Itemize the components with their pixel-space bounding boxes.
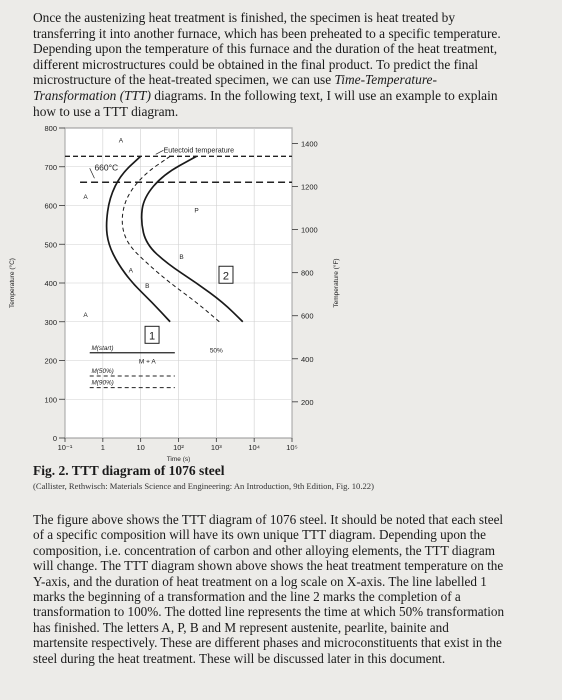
x-tick-label: 10² — [173, 443, 184, 452]
eutectoid-leader — [155, 149, 164, 155]
explanation-line: Y-axis, and the duration of heat treatme… — [33, 573, 487, 589]
y-tick-label: 0 — [53, 434, 57, 443]
martensite-label: M(90%) — [91, 380, 113, 387]
figure-citation: (Callister, Rethwisch: Materials Science… — [33, 481, 374, 491]
intro-line: Depending upon the temperature of this f… — [33, 41, 498, 57]
phase-label: M + A — [139, 359, 156, 366]
y2-tick-label: 1200 — [301, 183, 318, 192]
eutectoid-label: Eutectoid temperature — [163, 145, 234, 154]
intro-line: transferring it into another furnace, wh… — [33, 25, 501, 41]
intro-line: how to use a TTT diagram. — [33, 103, 179, 119]
phase-label: P — [194, 207, 198, 214]
y-tick-label: 300 — [44, 318, 57, 327]
curve-number-label: 1 — [149, 330, 155, 342]
y-tick-label: 200 — [44, 357, 57, 366]
curve-number-box — [144, 325, 160, 344]
isotherm-leader — [89, 168, 95, 179]
phase-label: B — [179, 254, 183, 261]
phase-label: A — [83, 194, 88, 201]
y-tick-label: 600 — [44, 202, 57, 211]
x-tick-label: 1 — [101, 443, 105, 452]
y-tick-label: 500 — [44, 240, 57, 249]
ttt-diagram: 0 100 200 300 400 500 600 700 800 200 400 600 800 100… — [8, 124, 340, 463]
x-tick-label: 10 — [136, 443, 144, 452]
intro-paragraph: Once the austenizing heat treatment is f… — [33, 10, 553, 119]
phase-label: 50% — [210, 348, 223, 355]
curve-number-label: 2 — [223, 270, 229, 282]
y-tick-label: 400 — [44, 279, 57, 288]
intro-line: different microstructures could be obtai… — [33, 56, 479, 72]
x-tick-label: 10⁵ — [286, 443, 297, 452]
explanation-line: martensite respectively. These are diffe… — [33, 635, 502, 651]
phase-label: A — [129, 267, 134, 274]
y-tick-label: 700 — [44, 163, 57, 172]
explanation-line: steel during the heat treatment. These w… — [33, 650, 446, 666]
curve-2 — [140, 155, 244, 323]
explanation-line: The figure above shows the TTT diagram o… — [33, 512, 504, 527]
phase-label: A — [119, 138, 124, 145]
phase-label: B — [145, 283, 149, 290]
y2-tick-label: 1000 — [301, 226, 318, 235]
explanation-line: has finished. The letters A, P, B and M … — [33, 619, 449, 635]
explanation-paragraph: The figure above shows the TTT diagram o… — [33, 512, 553, 666]
intro-italic: Time-Temperature- — [334, 72, 437, 88]
curve-50-percent — [121, 155, 220, 323]
explanation-line: composition, i.e. concentration of carbo… — [33, 542, 496, 558]
y-axis-label-left: Temperature (°C) — [8, 258, 16, 308]
intro-line: diagrams. In the following text, I will … — [150, 87, 498, 103]
y2-tick-label: 400 — [301, 355, 314, 364]
y2-tick-label: 600 — [301, 312, 314, 321]
figure-title: Fig. 2. TTT diagram of 1076 steel — [33, 463, 225, 478]
isotherm-label: 660°C — [94, 162, 118, 172]
x-tick-label: 10³ — [211, 443, 222, 452]
y-axis-label-right: Temperature (°F) — [332, 258, 340, 307]
explanation-line: transformation to 100%. The dotted line … — [33, 604, 505, 620]
y2-tick-label: 200 — [301, 398, 314, 407]
explanation-line: of a specific composition will have its … — [33, 527, 486, 543]
y-tick-label: 800 — [44, 124, 57, 133]
intro-italic: Transformation (TTT) — [33, 87, 151, 103]
intro-line: microstructure of the heat-treated speci… — [33, 72, 335, 88]
y2-tick-label: 800 — [301, 269, 314, 278]
phase-label: A — [83, 312, 88, 319]
x-tick-label: 10⁻¹ — [58, 443, 73, 452]
explanation-line: marks the beginning of a transformation … — [33, 589, 461, 605]
martensite-label: M(50%) — [91, 368, 113, 375]
y2-tick-label: 1400 — [301, 140, 318, 149]
x-tick-label: 10⁴ — [248, 443, 260, 452]
y-tick-label: 100 — [44, 395, 57, 404]
explanation-line: will change. The TTT diagram shown above… — [33, 558, 504, 574]
martensite-label: M(start) — [91, 345, 113, 352]
curve-1 — [105, 155, 171, 323]
intro-line: Once the austenizing heat treatment is f… — [33, 10, 456, 25]
curve-number-box — [218, 265, 234, 284]
x-axis-label: Time (s) — [167, 456, 191, 463]
